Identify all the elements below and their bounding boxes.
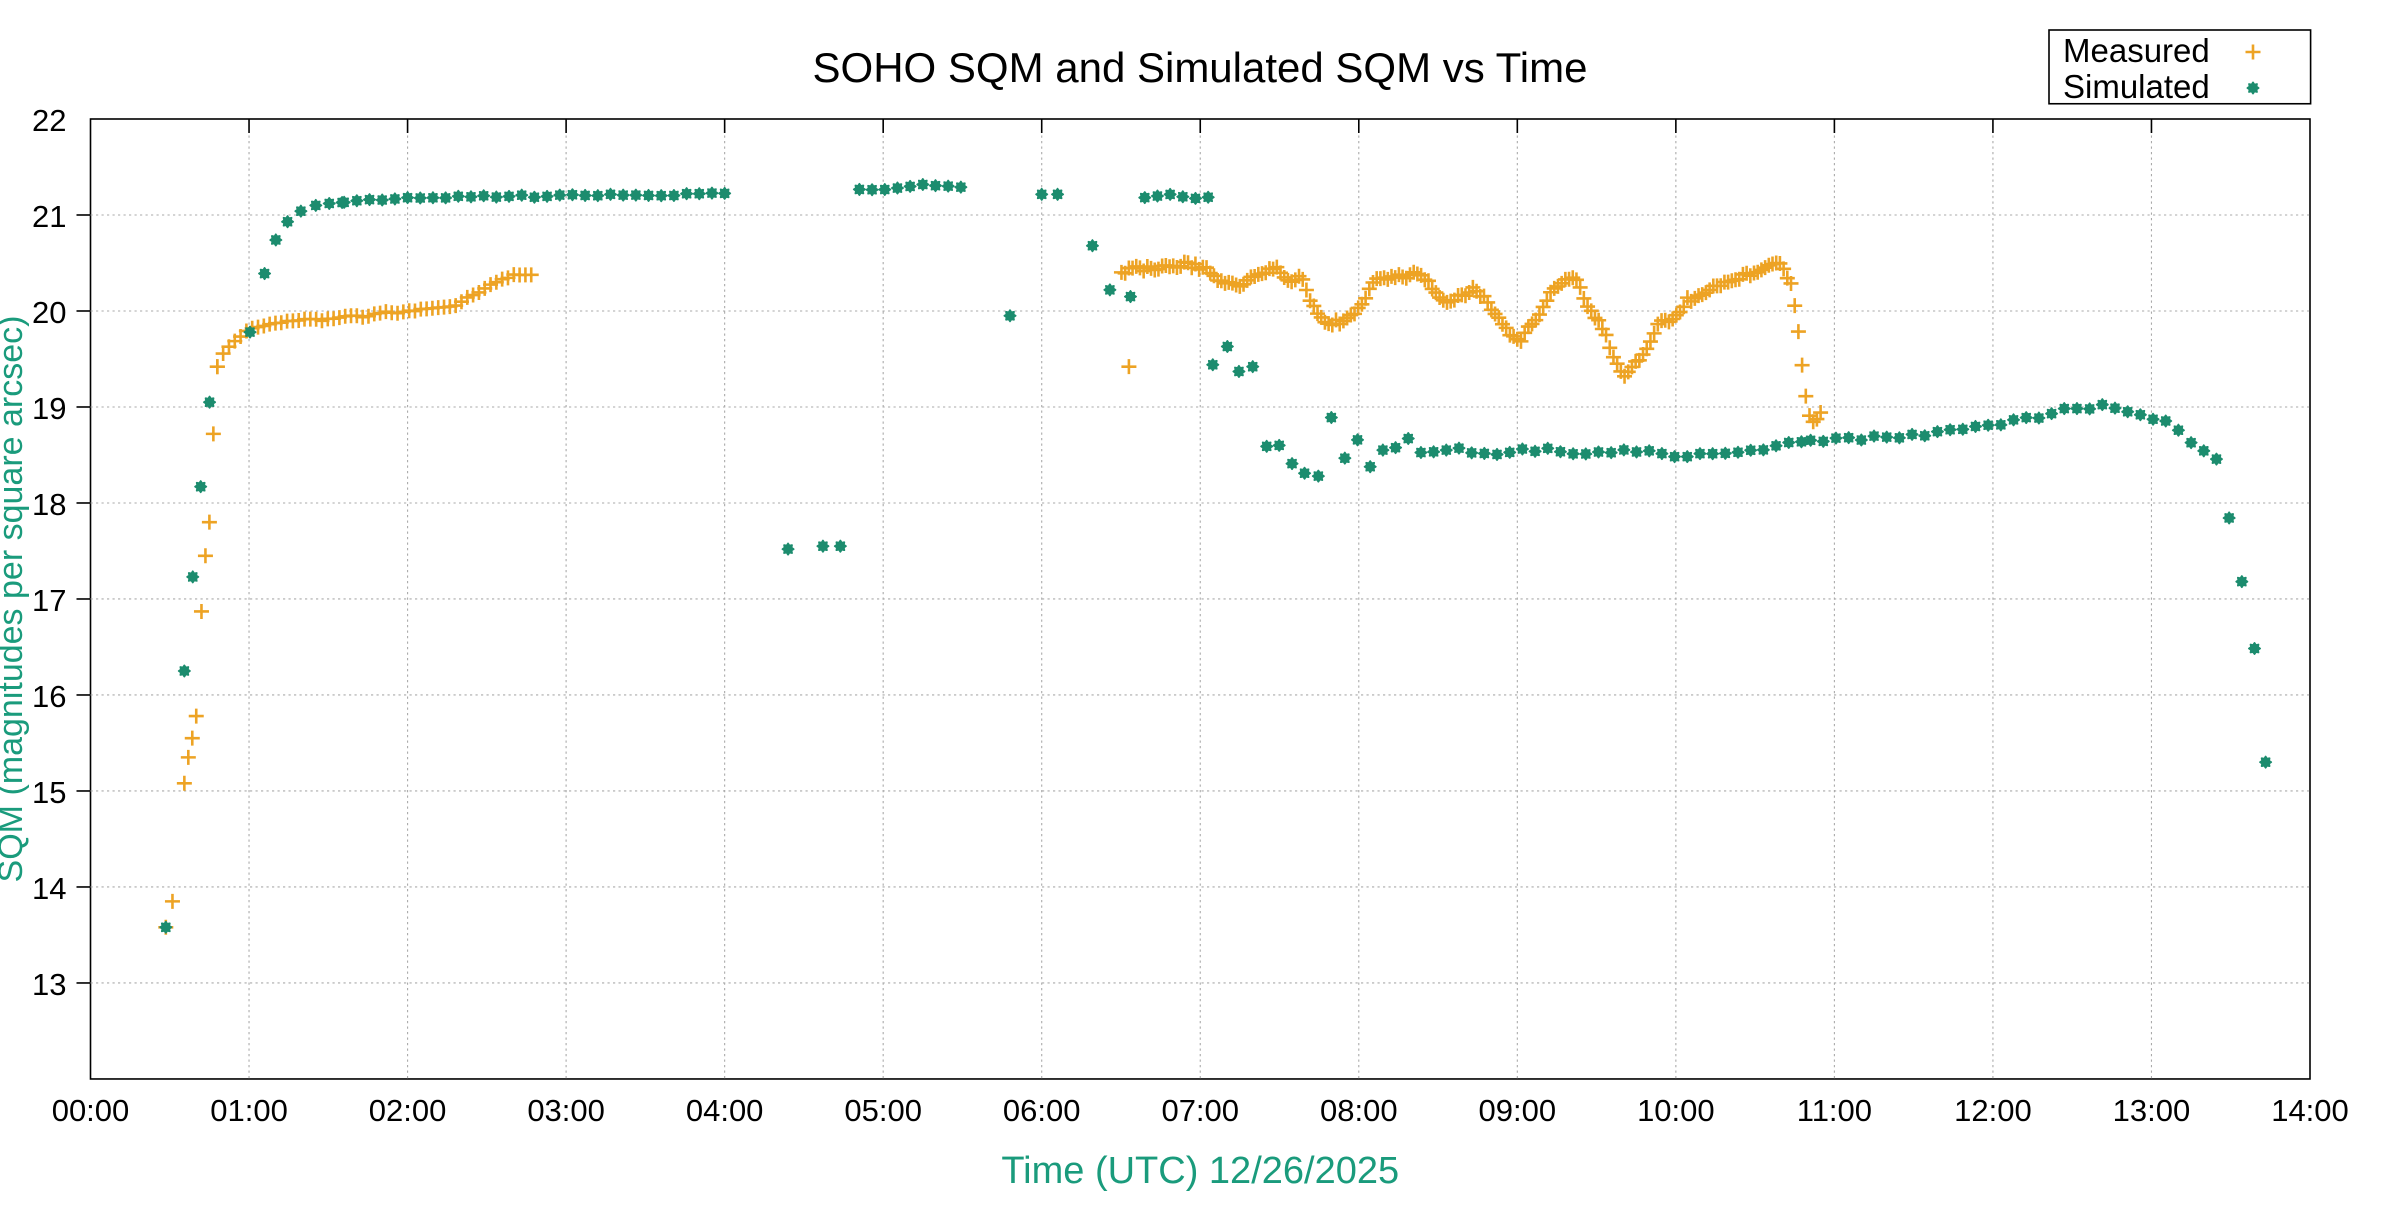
svg-text:00:00: 00:00: [52, 1093, 130, 1128]
svg-text:07:00: 07:00: [1161, 1093, 1239, 1128]
svg-text:18: 18: [32, 487, 66, 522]
svg-text:21: 21: [32, 199, 66, 234]
svg-text:14: 14: [32, 871, 66, 906]
svg-text:06:00: 06:00: [1003, 1093, 1081, 1128]
svg-text:19: 19: [32, 391, 66, 426]
svg-text:17: 17: [32, 583, 66, 618]
svg-text:14:00: 14:00: [2271, 1093, 2349, 1128]
svg-text:09:00: 09:00: [1479, 1093, 1557, 1128]
svg-text:Simulated: Simulated: [2063, 68, 2210, 105]
svg-text:13: 13: [32, 967, 66, 1002]
svg-text:Measured: Measured: [2063, 32, 2210, 69]
svg-text:13:00: 13:00: [2113, 1093, 2191, 1128]
svg-text:20: 20: [32, 295, 66, 330]
svg-text:05:00: 05:00: [844, 1093, 922, 1128]
svg-text:12:00: 12:00: [1954, 1093, 2032, 1128]
svg-text:Time (UTC) 12/26/2025: Time (UTC) 12/26/2025: [1001, 1150, 1399, 1192]
svg-text:SOHO SQM and Simulated SQM vs: SOHO SQM and Simulated SQM vs Time: [813, 44, 1588, 91]
svg-text:22: 22: [32, 103, 66, 138]
svg-text:10:00: 10:00: [1637, 1093, 1715, 1128]
svg-text:02:00: 02:00: [369, 1093, 447, 1128]
svg-text:03:00: 03:00: [527, 1093, 605, 1128]
svg-text:04:00: 04:00: [686, 1093, 764, 1128]
svg-text:11:00: 11:00: [1797, 1093, 1872, 1128]
svg-text:01:00: 01:00: [210, 1093, 288, 1128]
svg-text:08:00: 08:00: [1320, 1093, 1398, 1128]
svg-text:15: 15: [32, 775, 66, 810]
svg-text:16: 16: [32, 679, 66, 714]
svg-text:SQM (magnitudes per square arc: SQM (magnitudes per square arcsec): [0, 316, 30, 883]
